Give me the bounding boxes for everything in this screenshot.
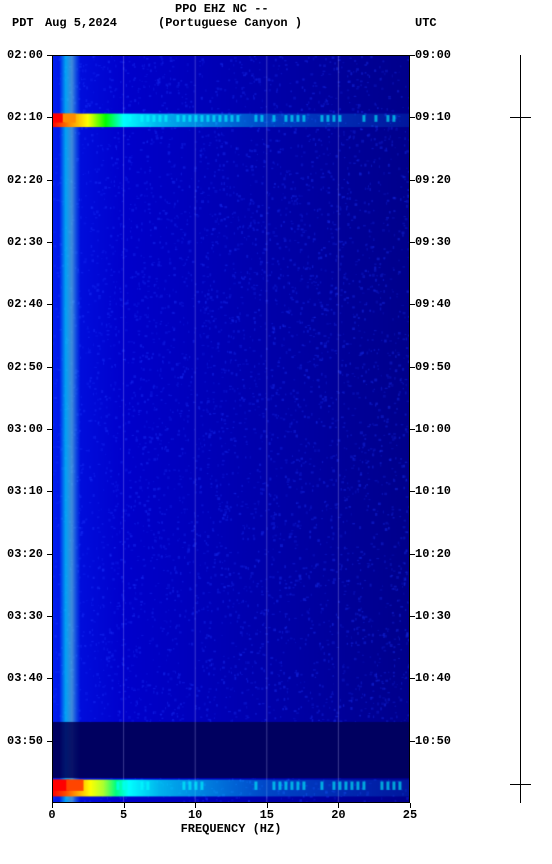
y-right-tick <box>410 616 415 617</box>
y-left-tick <box>47 242 52 243</box>
x-tick <box>338 803 339 808</box>
y-left-tick <box>47 117 52 118</box>
y-left-label: 03:10 <box>7 484 47 498</box>
tz-right-label: UTC <box>415 16 437 30</box>
chart-header: PPO EHZ NC -- PDT Aug 5,2024 (Portuguese… <box>0 0 552 35</box>
x-tick <box>410 803 411 808</box>
y-right-label: 09:00 <box>415 48 455 62</box>
y-right-tick <box>410 55 415 56</box>
y-right-label: 09:40 <box>415 297 455 311</box>
y-left-label: 02:30 <box>7 235 47 249</box>
x-label: 25 <box>403 808 417 822</box>
y-left-tick <box>47 304 52 305</box>
x-tick <box>124 803 125 808</box>
y-left-label: 03:00 <box>7 422 47 436</box>
y-left-label: 03:20 <box>7 547 47 561</box>
x-label: 15 <box>260 808 274 822</box>
spectrogram-plot <box>52 55 410 803</box>
x-axis-title: FREQUENCY (HZ) <box>52 822 410 836</box>
location-label: (Portuguese Canyon ) <box>158 16 302 30</box>
y-left-tick <box>47 616 52 617</box>
spectrogram-canvas <box>52 55 410 803</box>
y-right-tick <box>410 491 415 492</box>
y-left-label: 03:30 <box>7 609 47 623</box>
sidebar-scale <box>520 55 521 803</box>
y-right-label: 10:00 <box>415 422 455 436</box>
y-right-label: 09:20 <box>415 173 455 187</box>
y-right-label: 09:30 <box>415 235 455 249</box>
y-right-tick <box>410 180 415 181</box>
y-right-label: 09:10 <box>415 110 455 124</box>
y-left-label: 02:20 <box>7 173 47 187</box>
station-code: PPO EHZ NC -- <box>175 2 269 16</box>
y-right-label: 09:50 <box>415 360 455 374</box>
y-left-tick <box>47 554 52 555</box>
y-left-tick <box>47 741 52 742</box>
y-right-label: 10:30 <box>415 609 455 623</box>
x-label: 20 <box>331 808 345 822</box>
y-left-label: 02:50 <box>7 360 47 374</box>
y-left-tick <box>47 678 52 679</box>
sidebar-tick <box>510 117 531 118</box>
y-left-tick <box>47 429 52 430</box>
x-label: 0 <box>48 808 55 822</box>
y-left-label: 02:10 <box>7 110 47 124</box>
x-label: 10 <box>188 808 202 822</box>
y-left-label: 02:40 <box>7 297 47 311</box>
y-right-tick <box>410 429 415 430</box>
y-right-tick <box>410 367 415 368</box>
y-left-label: 03:50 <box>7 734 47 748</box>
y-right-label: 10:20 <box>415 547 455 561</box>
y-right-label: 10:10 <box>415 484 455 498</box>
y-right-tick <box>410 678 415 679</box>
y-left-tick <box>47 491 52 492</box>
y-right-label: 10:40 <box>415 671 455 685</box>
x-label: 5 <box>120 808 127 822</box>
y-right-tick <box>410 741 415 742</box>
y-right-tick <box>410 554 415 555</box>
y-left-tick <box>47 367 52 368</box>
y-left-label: 03:40 <box>7 671 47 685</box>
y-left-label: 02:00 <box>7 48 47 62</box>
x-tick <box>267 803 268 808</box>
y-right-label: 10:50 <box>415 734 455 748</box>
x-tick <box>195 803 196 808</box>
y-right-tick <box>410 117 415 118</box>
x-tick <box>52 803 53 808</box>
y-left-tick <box>47 55 52 56</box>
y-left-tick <box>47 180 52 181</box>
tz-left-label: PDT <box>12 16 34 30</box>
y-right-tick <box>410 242 415 243</box>
y-right-tick <box>410 304 415 305</box>
sidebar-tick <box>510 784 531 785</box>
date-label: Aug 5,2024 <box>45 16 117 30</box>
